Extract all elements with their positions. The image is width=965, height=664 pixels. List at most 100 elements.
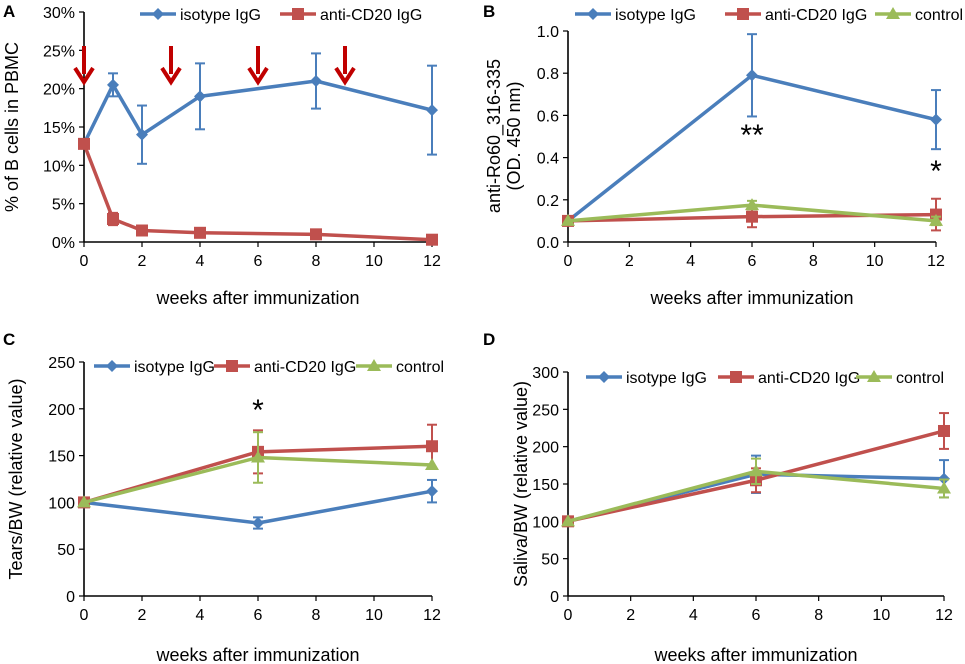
panel-a-x-tick-label: 0 bbox=[80, 253, 89, 270]
panel-b-x-tick-label: 4 bbox=[686, 253, 695, 270]
panel-c-legend-item-isotype: isotype IgG bbox=[94, 359, 215, 376]
panel-c-legend: isotype IgG anti-CD20 IgG control bbox=[94, 359, 444, 376]
panel-c-legend-marker-control bbox=[367, 359, 381, 371]
panel-b-point-isotype bbox=[746, 69, 758, 82]
panel-c-legend-marker-antiCD20 bbox=[226, 360, 238, 372]
panel-c-point-isotype bbox=[252, 516, 264, 529]
panel-b-series-control bbox=[561, 198, 943, 227]
panel-a-point-antiCD20 bbox=[194, 226, 206, 239]
panel-d-point-control bbox=[937, 481, 951, 494]
panel-b-x-tick-label: 10 bbox=[866, 253, 884, 270]
panel-c-y-axis-label: Tears/BW (relative value) bbox=[6, 378, 26, 579]
panel-b-x-tick-label: 8 bbox=[809, 253, 818, 270]
panel-c-x-tick-label: 2 bbox=[138, 607, 147, 624]
arrow-head bbox=[73, 66, 95, 86]
panel-c-x-tick-label: 6 bbox=[254, 607, 263, 624]
panel-a-injection-arrow bbox=[334, 46, 356, 86]
panel-b-legend: isotype IgG anti-CD20 IgG control bbox=[575, 7, 963, 24]
panel-b-point-control bbox=[745, 198, 759, 211]
panel-b-y-tick-label: 0.0 bbox=[537, 235, 559, 252]
panel-a-legend-item-isotype: isotype IgG bbox=[140, 7, 261, 24]
panel-c-x-tick-label: 4 bbox=[196, 607, 205, 624]
panel-a-x-axis-label: weeks after immunization bbox=[155, 288, 359, 308]
panel-c-legend-label-control: control bbox=[396, 359, 444, 376]
panel-d-point-control bbox=[749, 464, 763, 477]
panel-d-letter: D bbox=[483, 330, 495, 349]
panel-a-letter: A bbox=[3, 2, 15, 21]
panel-a-x-tick-label: 2 bbox=[138, 253, 147, 270]
panel-a-legend-item-antiCD20: anti-CD20 IgG bbox=[280, 7, 422, 24]
panel-b-x-tick-label: 6 bbox=[748, 253, 757, 270]
panel-c-point-antiCD20 bbox=[426, 440, 438, 453]
panel-a-point-antiCD20 bbox=[310, 228, 322, 241]
panel-b-x-axis-label: weeks after immunization bbox=[649, 288, 853, 308]
panel-a-x-tick-label: 8 bbox=[312, 253, 321, 270]
panel-d-legend-marker-isotype bbox=[598, 371, 610, 383]
arrow-head bbox=[160, 66, 182, 86]
panel-a-x-tick-label: 12 bbox=[423, 253, 441, 270]
panel-a-line-isotype bbox=[82, 79, 433, 145]
panel-a-legend-label-isotype: isotype IgG bbox=[180, 7, 261, 24]
panel-d-legend-item-isotype: isotype IgG bbox=[586, 370, 707, 387]
panel-c-point-control bbox=[77, 495, 91, 508]
panel-d-y-tick-label: 100 bbox=[532, 514, 559, 531]
panel-a-y-tick-label: 30% bbox=[43, 5, 75, 22]
panel-a-point-antiCD20 bbox=[426, 233, 438, 246]
panel-a-point-antiCD20 bbox=[78, 137, 90, 150]
panel-c-y-tick-label: 50 bbox=[57, 542, 75, 559]
panel-d: D 0 50 100 150 200 250 300 0 2 4 6 8 10 12 weeks after… bbox=[483, 330, 953, 664]
panel-a-injection-arrow bbox=[160, 46, 182, 86]
panel-c-x-tick-label: 0 bbox=[80, 607, 89, 624]
panel-c-y-tick-label: 200 bbox=[48, 402, 75, 419]
panel-d-x-axis-label: weeks after immunization bbox=[653, 645, 857, 664]
panel-c-y-tick-label: 250 bbox=[48, 355, 75, 372]
panel-a: A 0% 5% 10% 15% 20% 25% 30% 0 2 4 6 8 10 12 weeks afte… bbox=[2, 2, 441, 308]
panel-a-injection-arrow bbox=[247, 46, 269, 86]
panel-b-legend-marker-control bbox=[886, 7, 900, 19]
panel-d-legend-item-antiCD20: anti-CD20 IgG bbox=[718, 370, 860, 387]
panel-d-y-tick-label: 50 bbox=[541, 552, 559, 569]
panel-c-legend-marker-isotype bbox=[106, 360, 118, 372]
panel-c-significance-mark: * bbox=[252, 394, 264, 427]
panel-a-y-tick-label: 25% bbox=[43, 43, 75, 60]
panel-b-point-control bbox=[929, 213, 943, 226]
panel-d-y-tick-label: 300 bbox=[532, 365, 559, 382]
panel-a-point-isotype bbox=[310, 75, 322, 87]
panel-b-x-tick-label: 0 bbox=[564, 253, 573, 270]
panel-d-y-tick-label: 150 bbox=[532, 477, 559, 494]
panel-b-y-tick-label: 0.2 bbox=[537, 193, 559, 210]
panel-d-series-control bbox=[561, 457, 951, 527]
panel-a-y-tick-label: 0% bbox=[52, 235, 75, 252]
panel-a-point-antiCD20 bbox=[136, 224, 148, 237]
panel-d-y-axis-label: Saliva/BW (relative value) bbox=[511, 381, 531, 587]
panel-b-legend-item-control: control bbox=[875, 7, 963, 24]
panel-b-legend-label-control: control bbox=[915, 7, 963, 24]
panel-b-legend-label-antiCD20: anti-CD20 IgG bbox=[765, 7, 867, 24]
panel-b-point-isotype bbox=[930, 113, 942, 126]
panel-c-legend-item-antiCD20: anti-CD20 IgG bbox=[214, 359, 356, 376]
panel-b-y-tick-label: 0.6 bbox=[537, 108, 559, 125]
panel-b-legend-marker-antiCD20 bbox=[737, 8, 749, 20]
panel-c-point-control bbox=[251, 450, 265, 463]
panel-a-point-isotype bbox=[136, 128, 148, 141]
panel-c-y-tick-label: 0 bbox=[66, 589, 75, 606]
panel-b-point-control bbox=[561, 213, 575, 226]
panel-d-legend: isotype IgG anti-CD20 IgG control bbox=[586, 370, 944, 387]
panel-a-point-antiCD20 bbox=[107, 213, 119, 225]
panel-b-y-tick-label: 0.4 bbox=[537, 151, 559, 168]
panel-d-y-tick-label: 250 bbox=[532, 402, 559, 419]
panel-b-y-axis-label-units: (OD. 450 nm) bbox=[504, 81, 524, 190]
panel-c-x-tick-label: 12 bbox=[423, 607, 441, 624]
panel-c: C 0 50 100 150 200 250 0 2 4 6 8 10 12 weeks after im… bbox=[3, 330, 444, 664]
panel-d-point-antiCD20 bbox=[938, 424, 950, 437]
panel-d-x-tick-label: 0 bbox=[564, 607, 573, 624]
panel-c-x-tick-label: 8 bbox=[312, 607, 321, 624]
panel-b-legend-item-isotype: isotype IgG bbox=[575, 7, 696, 24]
panel-d-legend-item-control: control bbox=[856, 370, 944, 387]
panel-a-y-tick-label: 20% bbox=[43, 82, 75, 99]
panel-c-letter: C bbox=[3, 330, 15, 349]
arrow-head bbox=[334, 66, 356, 86]
panel-b-significance-mark: ** bbox=[740, 119, 764, 152]
panel-c-y-tick-label: 100 bbox=[48, 495, 75, 512]
panel-a-legend-marker-antiCD20 bbox=[292, 8, 304, 20]
